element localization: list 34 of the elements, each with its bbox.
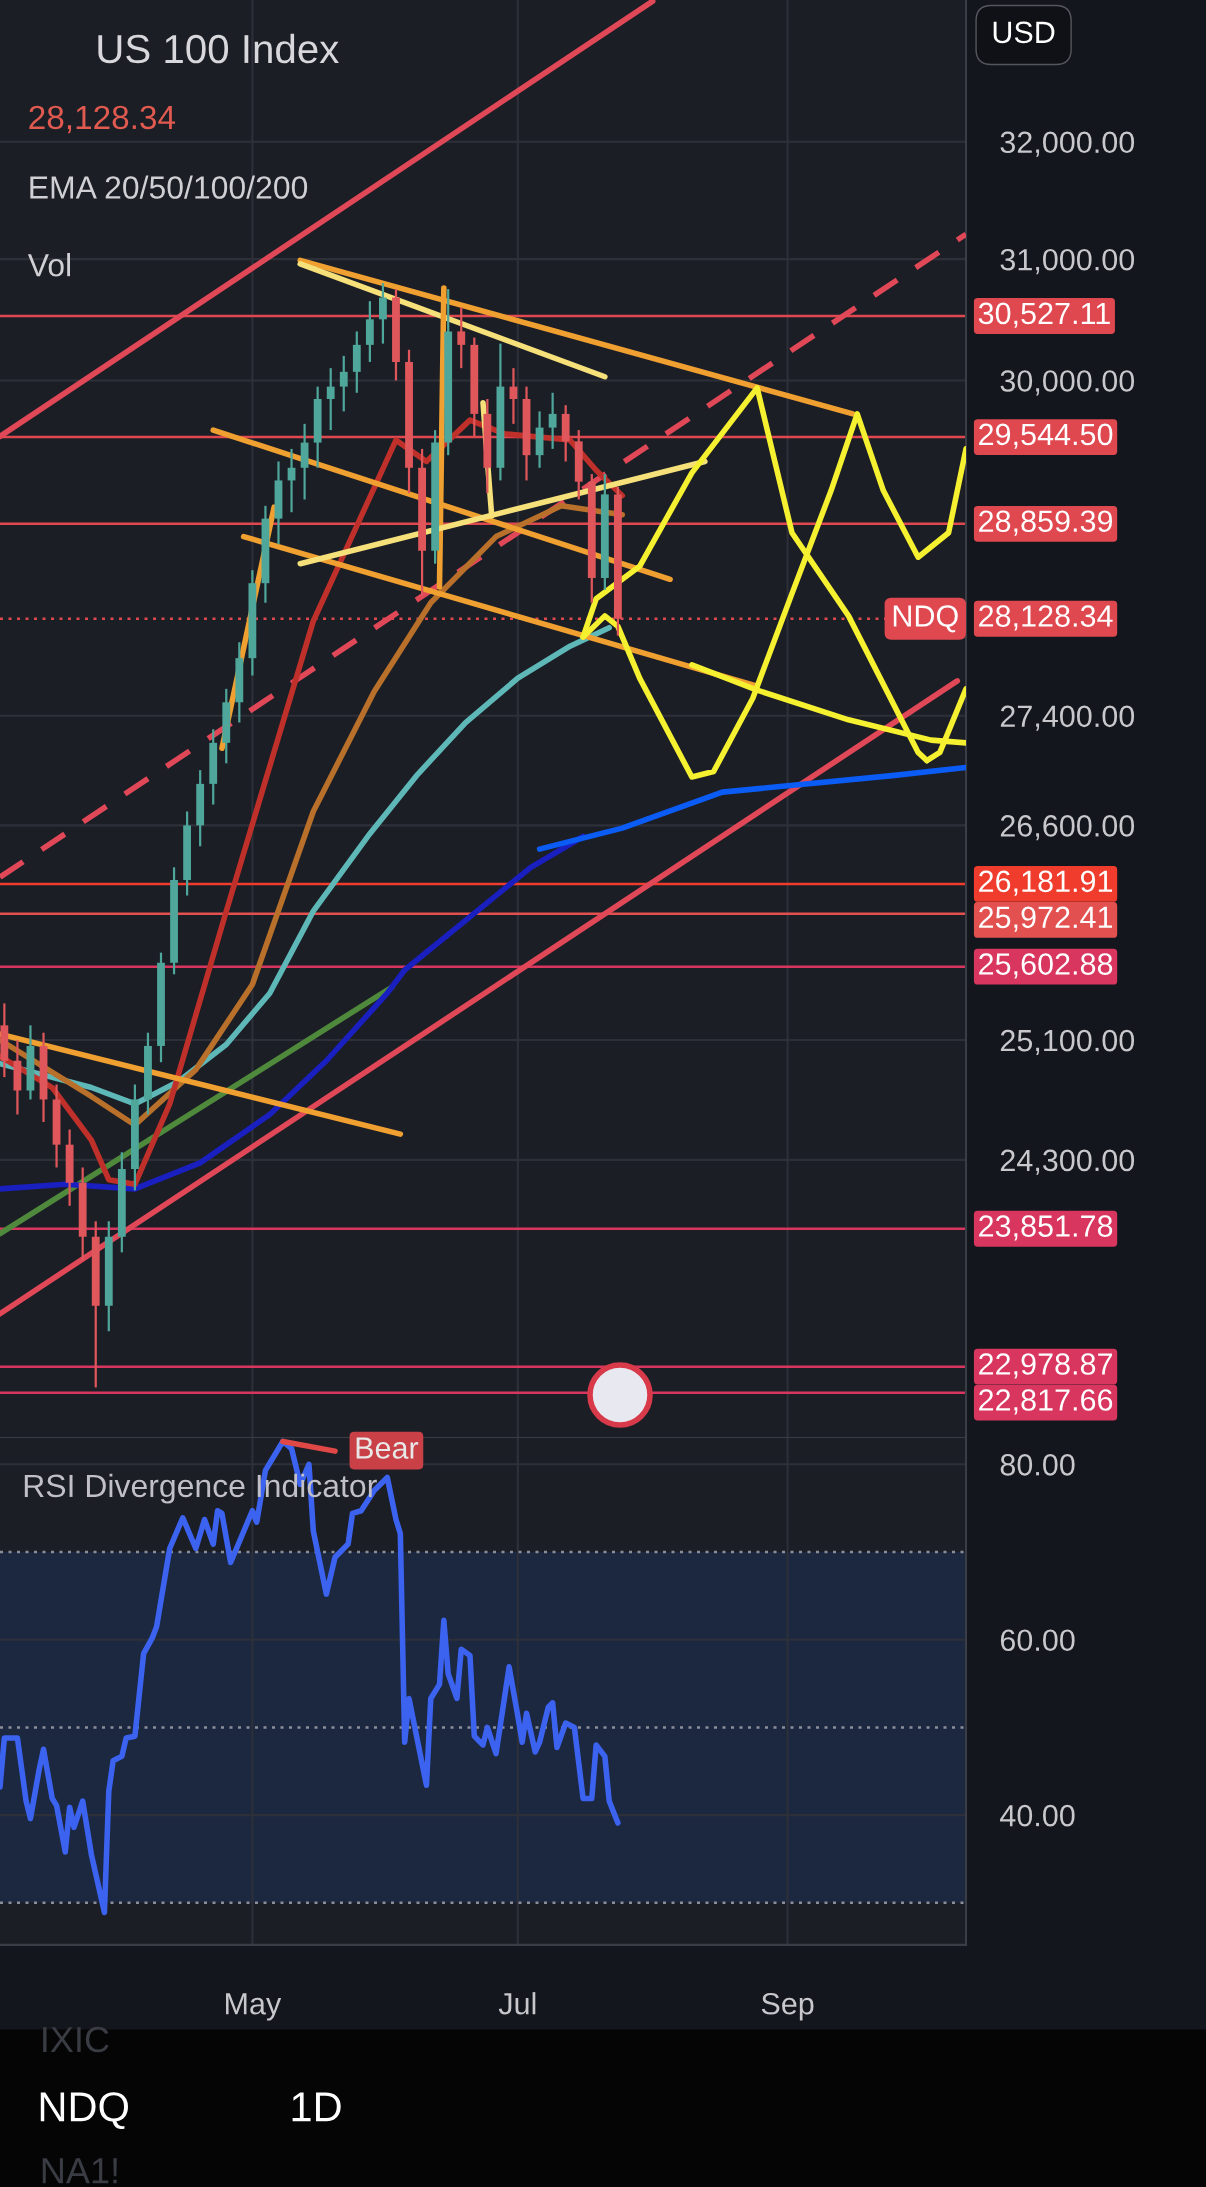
ref-line-label: 23,851.78 bbox=[979, 1215, 1113, 1241]
ref-line-label: 28,128.34 bbox=[979, 605, 1113, 631]
y-tick-label: 31,000.00 bbox=[1000, 248, 1135, 275]
text: USD bbox=[993, 21, 1055, 44]
text: IXIC bbox=[43, 2026, 109, 2053]
annotation: EMA 20/50/100/200 bbox=[30, 175, 308, 199]
ref-line-label: 26,181.91 bbox=[979, 870, 1113, 896]
ref-line-label: 30,527.11 bbox=[978, 302, 1110, 328]
y-tick-label: 30,000.00 bbox=[1000, 370, 1135, 396]
y-tick-label: 32,000.00 bbox=[1000, 131, 1135, 157]
y-tick-label: 25,100.00 bbox=[1000, 1029, 1135, 1056]
ref-line-label: 22,978.87 bbox=[979, 1353, 1112, 1379]
ref-line-label: 28,859.39 bbox=[979, 510, 1113, 536]
x-tick-label: Jul bbox=[498, 1992, 536, 2015]
x-tick-label: May bbox=[226, 1993, 282, 2021]
x-tick-label: Sep bbox=[761, 1992, 814, 2021]
y-tick-label: 26,600.00 bbox=[1000, 815, 1135, 841]
ref-line-label: 25,602.88 bbox=[979, 953, 1113, 979]
y-tick-label: 24,300.00 bbox=[1000, 1149, 1135, 1175]
ref-line-label: 22,817.66 bbox=[979, 1389, 1113, 1415]
ref-line-label: 25,972.41 bbox=[979, 906, 1113, 932]
annotation: Bear bbox=[356, 1437, 419, 1459]
text: 28,128.34 bbox=[29, 105, 176, 134]
text: 1D bbox=[292, 2092, 341, 2122]
text: US 100 Index bbox=[98, 33, 339, 64]
y-tick-label: 80.00 bbox=[1000, 1454, 1075, 1476]
text: NA1! bbox=[42, 2158, 117, 2184]
y-tick-label: 40.00 bbox=[1000, 1804, 1075, 1827]
y-tick-label: 60.00 bbox=[1000, 1629, 1075, 1652]
text: NDQ bbox=[40, 2092, 128, 2130]
annotation: Vol bbox=[27, 253, 71, 277]
y-tick-label: 27,400.00 bbox=[1000, 705, 1135, 731]
annotation: NDQ bbox=[893, 605, 958, 633]
ref-line-label: 29,544.50 bbox=[979, 423, 1113, 449]
